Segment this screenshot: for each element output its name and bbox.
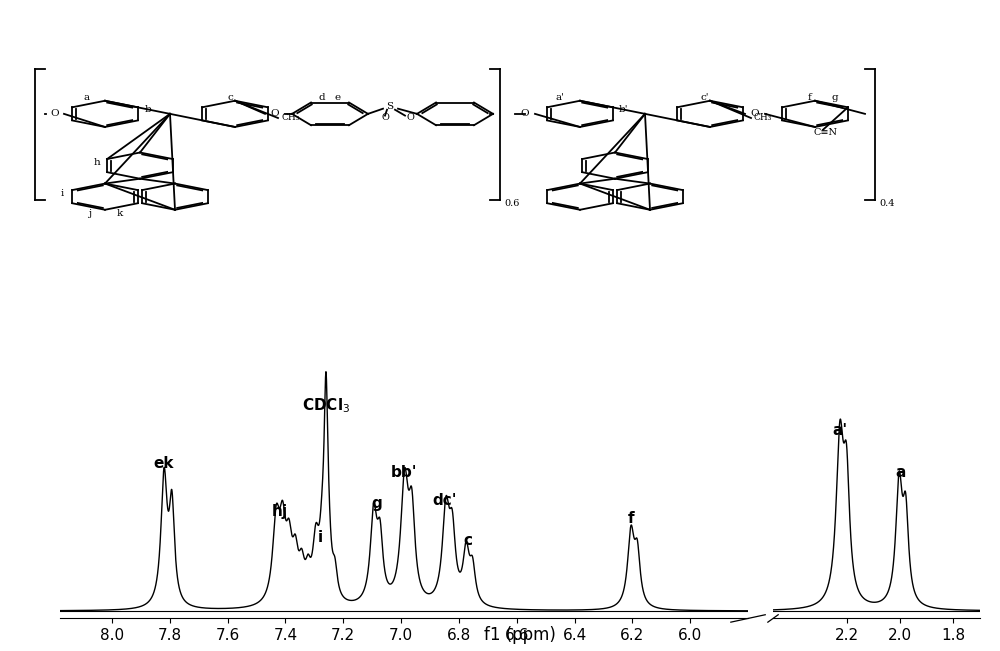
Text: c': c'	[701, 93, 709, 102]
Text: CH₃: CH₃	[753, 113, 771, 122]
Text: f: f	[808, 93, 812, 102]
Text: O: O	[406, 113, 414, 122]
Text: g: g	[832, 93, 838, 102]
Text: bb': bb'	[391, 465, 417, 480]
Text: c: c	[227, 93, 233, 102]
Text: h: h	[94, 158, 100, 167]
Text: O: O	[51, 109, 59, 118]
Text: hj: hj	[272, 504, 288, 519]
Text: d: d	[319, 93, 325, 102]
Text: c: c	[464, 533, 473, 548]
Text: 0.4: 0.4	[879, 199, 895, 208]
Text: f: f	[628, 511, 634, 526]
Text: a': a'	[832, 422, 847, 437]
Text: a': a'	[556, 93, 564, 102]
Text: i: i	[60, 189, 64, 198]
Text: k: k	[117, 209, 123, 217]
Text: e: e	[335, 93, 341, 102]
Text: a: a	[895, 465, 906, 480]
Text: O: O	[521, 109, 529, 118]
Text: C≡N: C≡N	[813, 128, 837, 137]
Text: f1 (ppm): f1 (ppm)	[484, 626, 556, 644]
Text: g: g	[371, 496, 382, 512]
Text: j: j	[88, 209, 92, 217]
Text: O: O	[271, 109, 279, 118]
Text: S: S	[386, 102, 394, 111]
Text: O: O	[751, 109, 759, 118]
Text: O: O	[381, 113, 389, 122]
Text: dc': dc'	[433, 493, 457, 508]
Text: 0.6: 0.6	[504, 199, 520, 208]
Text: CDCl$_3$: CDCl$_3$	[302, 396, 350, 415]
Text: ek: ek	[154, 456, 174, 471]
Text: b': b'	[618, 105, 628, 114]
Text: i: i	[318, 530, 323, 545]
Text: a: a	[84, 93, 90, 102]
Text: CH₃: CH₃	[281, 113, 299, 122]
Text: b: b	[145, 105, 151, 114]
